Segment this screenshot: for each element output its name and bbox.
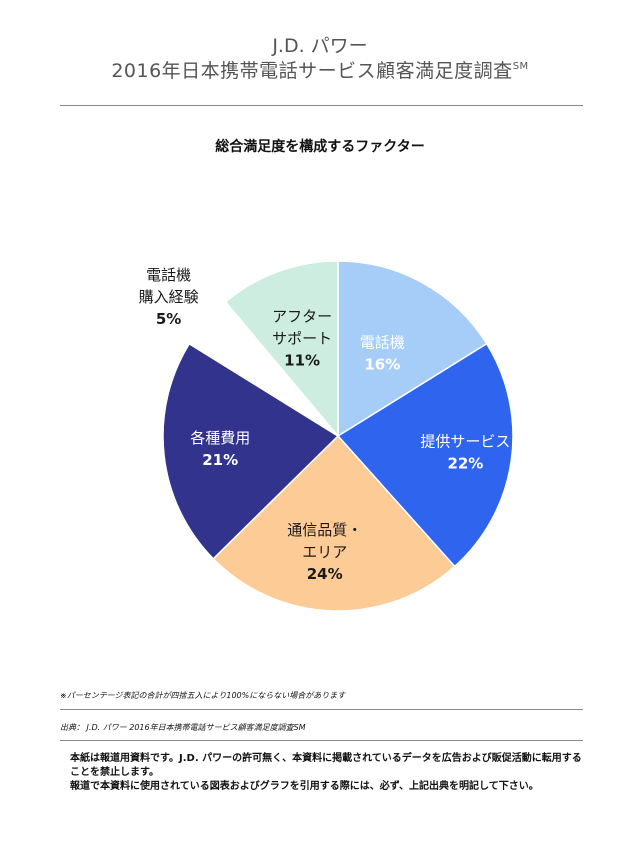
- slice-value-label: 16%: [364, 355, 400, 373]
- note-divider: [60, 709, 583, 710]
- slice-value-label: 5%: [156, 310, 181, 328]
- slice-name-label: サポート: [272, 329, 332, 347]
- slice-name-label: 通信品質・: [287, 521, 362, 539]
- pie-label-2: 提供サービス 22%: [420, 432, 510, 472]
- pie-label-4: 各種費用 21%: [190, 429, 250, 469]
- publisher-name: J.D. パワー: [272, 35, 368, 57]
- usage-notice: 本紙は報道用資料です。J.D. パワーの許可無く、本資料に掲載されているデータを…: [70, 752, 590, 794]
- slice-name-label: 各種費用: [190, 429, 250, 447]
- usage-notice-text-2: 報道で本資料に使用されている図表およびグラフを引用する際には、必ず、上記出典を明…: [70, 781, 539, 792]
- source-note: 出典： J.D. パワー 2016年日本携帯電話サービス顧客満足度調査SM: [60, 723, 306, 732]
- header-divider: [60, 105, 583, 106]
- pie-slice-1: [337, 260, 488, 438]
- source-divider: [60, 740, 583, 741]
- pie-label-3: 通信品質・エリア 24%: [287, 521, 362, 583]
- pie-slice-3: [212, 434, 456, 612]
- slice-value-label: 11%: [284, 351, 320, 369]
- slice-name-label: アフター: [272, 307, 332, 325]
- slice-value-label: 21%: [202, 451, 238, 469]
- slice-name-label: エリア: [302, 543, 347, 561]
- slice-name-label: 提供サービス: [420, 432, 510, 450]
- pie-slice-6: [224, 260, 339, 439]
- rounding-note: ※パーセンテージ表記の合計が四捨五入により100%にならない場合があります: [60, 691, 346, 700]
- slice-value-label: 24%: [307, 565, 343, 583]
- chart-title: 総合満足度を構成するファクター: [215, 139, 425, 155]
- usage-notice-text-1: 本紙は報道用資料です。J.D. パワーの許可無く、本資料に掲載されているデータを…: [70, 753, 582, 778]
- pie-slice-2: [336, 342, 514, 568]
- slice-name-label: 購入経験: [139, 288, 199, 306]
- pie-label-1: 電話機 16%: [360, 333, 405, 373]
- service-mark: SM: [512, 61, 529, 72]
- survey-title: 2016年日本携帯電話サービス顧客満足度調査SM: [0, 56, 640, 83]
- slice-name-label: 電話機: [146, 266, 191, 284]
- slice-value-label: 22%: [447, 454, 483, 472]
- survey-title-text: 2016年日本携帯電話サービス顧客満足度調査: [111, 60, 513, 82]
- pie-slice-4: [162, 342, 340, 560]
- slice-name-label: 電話機: [360, 333, 405, 351]
